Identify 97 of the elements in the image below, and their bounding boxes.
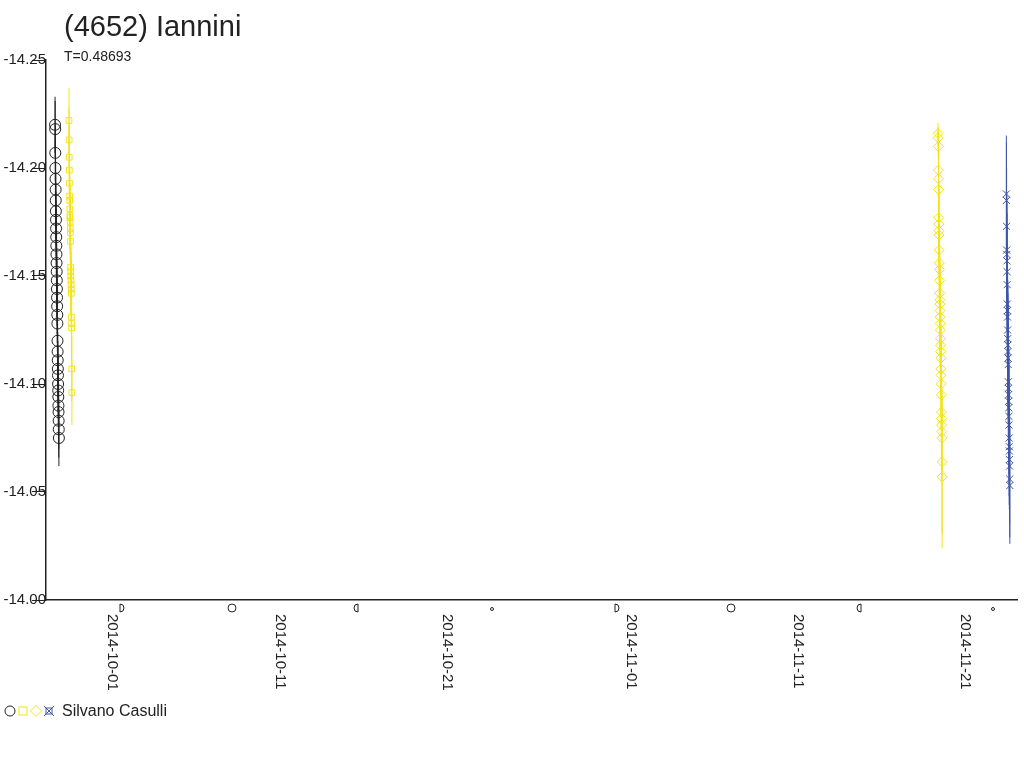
point <box>51 308 64 321</box>
point <box>52 378 65 390</box>
point <box>50 239 63 252</box>
point <box>934 287 946 299</box>
point <box>52 423 65 436</box>
point <box>68 365 76 373</box>
y-tick-label: -14.15 <box>3 266 46 284</box>
point <box>50 282 63 295</box>
point <box>932 132 944 144</box>
text: Silvano Casulli <box>62 702 167 720</box>
point <box>50 231 63 244</box>
point <box>66 225 74 232</box>
point <box>50 274 63 287</box>
point <box>52 406 65 419</box>
point <box>936 456 948 468</box>
y-tick-label: -14.05 <box>3 482 46 500</box>
point <box>50 248 63 261</box>
point <box>67 229 74 237</box>
point <box>52 399 65 412</box>
x-tick-label: 2014-11-21 <box>958 614 976 690</box>
point <box>933 173 945 185</box>
x-tick-label: 2014-11-11 <box>791 614 809 689</box>
x-tick-label: 2014-10-11 <box>272 614 290 690</box>
x-tick-label: 2014-10-01 <box>105 614 123 691</box>
point <box>50 222 63 235</box>
point <box>49 172 62 185</box>
point <box>936 419 948 431</box>
point <box>49 183 62 196</box>
point <box>51 334 64 347</box>
point <box>1002 246 1011 255</box>
point <box>932 127 944 139</box>
point <box>51 291 64 304</box>
point <box>66 179 73 187</box>
point <box>49 162 62 174</box>
point <box>933 257 945 269</box>
x-tick-label: 2014-10-21 <box>439 614 457 691</box>
point <box>51 362 64 375</box>
point <box>933 244 945 256</box>
point <box>934 311 946 323</box>
point <box>49 146 62 159</box>
point <box>65 153 73 161</box>
point <box>932 164 944 176</box>
point <box>66 212 74 219</box>
y-tick-label: -14.10 <box>3 374 46 392</box>
point <box>67 285 75 293</box>
x-tick-label: 2014-11-01 <box>623 614 641 690</box>
point <box>50 257 63 270</box>
point <box>68 313 75 321</box>
point <box>67 289 75 297</box>
point <box>932 140 944 152</box>
point <box>67 264 74 271</box>
point <box>933 229 945 241</box>
point <box>49 213 62 226</box>
point <box>68 324 75 332</box>
point <box>49 194 62 207</box>
point <box>66 197 74 204</box>
point <box>65 117 73 124</box>
point <box>66 205 74 213</box>
chart-subtitle: T=0.48693 <box>64 48 132 64</box>
point <box>935 406 947 418</box>
point <box>52 414 65 427</box>
point <box>66 218 74 226</box>
point <box>51 300 64 313</box>
point <box>935 378 947 390</box>
point <box>67 272 75 280</box>
point <box>49 123 62 136</box>
point <box>934 274 946 286</box>
point <box>51 369 64 382</box>
point <box>1003 280 1012 289</box>
point <box>67 238 74 245</box>
point <box>68 389 76 396</box>
y-tick-label: -14.00 <box>3 590 46 608</box>
point <box>51 345 64 358</box>
point <box>935 339 947 351</box>
point <box>1002 222 1011 231</box>
point <box>51 317 64 330</box>
y-tick-label: -14.20 <box>3 158 46 176</box>
point <box>66 166 73 174</box>
point <box>51 354 64 367</box>
point <box>1003 267 1012 276</box>
point <box>65 136 73 144</box>
point <box>936 471 948 483</box>
point <box>52 390 65 403</box>
point <box>49 205 62 218</box>
y-tick-label: -14.25 <box>3 50 46 68</box>
point <box>67 268 75 276</box>
point <box>68 320 75 327</box>
point <box>49 118 62 131</box>
point <box>50 265 63 278</box>
point <box>66 214 74 222</box>
point <box>936 432 948 444</box>
point <box>52 384 65 397</box>
chart-title: (4652) Iannini <box>64 10 242 43</box>
point <box>67 281 75 288</box>
point <box>66 192 73 200</box>
point <box>67 276 75 284</box>
point <box>52 432 65 444</box>
